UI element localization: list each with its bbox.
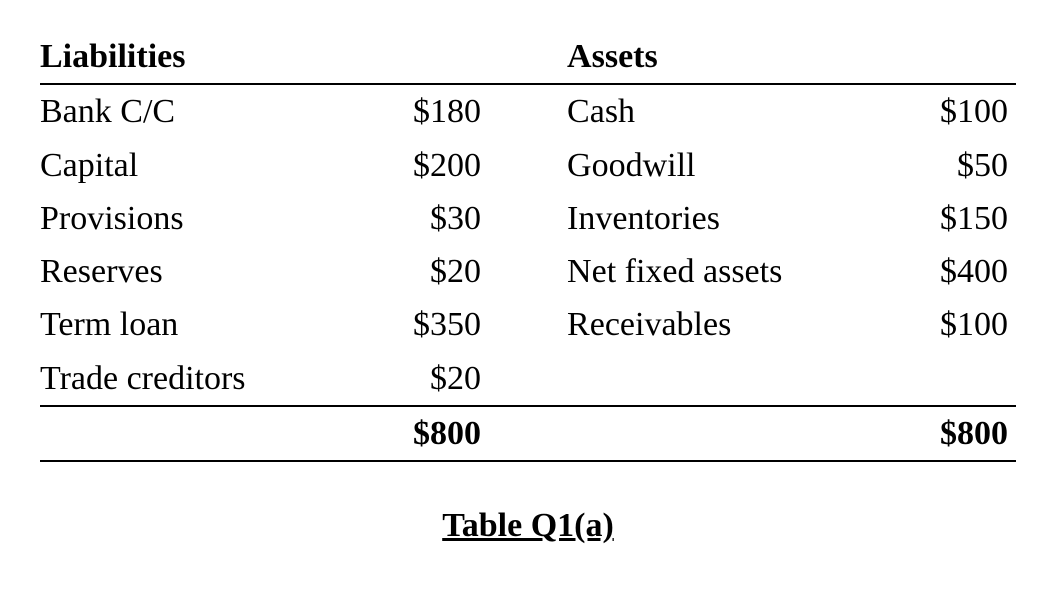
header-gap	[489, 30, 567, 84]
header-liabilities-amount	[362, 30, 489, 84]
liability-label: Capital	[40, 139, 362, 192]
table-caption: Table Q1(a)	[40, 507, 1016, 545]
liability-amount: $20	[362, 245, 489, 298]
row-gap	[489, 139, 567, 192]
asset-amount	[889, 352, 1016, 406]
asset-label: Net fixed assets	[567, 245, 889, 298]
table-row: Capital $200 Goodwill $50	[40, 139, 1016, 192]
asset-label: Goodwill	[567, 139, 889, 192]
total-assets-label	[567, 406, 889, 461]
asset-amount: $50	[889, 139, 1016, 192]
liability-amount: $350	[362, 298, 489, 351]
liability-amount: $30	[362, 192, 489, 245]
liability-label: Provisions	[40, 192, 362, 245]
liability-amount: $180	[362, 84, 489, 138]
table-row: Reserves $20 Net fixed assets $400	[40, 245, 1016, 298]
total-liabilities-amount: $800	[362, 406, 489, 461]
balance-sheet-table: Liabilities Assets Bank C/C $180 Cash $1…	[40, 30, 1016, 462]
asset-label: Receivables	[567, 298, 889, 351]
table-row: Trade creditors $20	[40, 352, 1016, 406]
liability-amount: $20	[362, 352, 489, 406]
asset-amount: $150	[889, 192, 1016, 245]
liability-label: Trade creditors	[40, 352, 362, 406]
table-header-row: Liabilities Assets	[40, 30, 1016, 84]
asset-label	[567, 352, 889, 406]
liability-label: Reserves	[40, 245, 362, 298]
liability-amount: $200	[362, 139, 489, 192]
row-gap	[489, 352, 567, 406]
table-row: Provisions $30 Inventories $150	[40, 192, 1016, 245]
row-gap	[489, 245, 567, 298]
table-body: Bank C/C $180 Cash $100 Capital $200 Goo…	[40, 84, 1016, 461]
total-liabilities-label	[40, 406, 362, 461]
liability-label: Term loan	[40, 298, 362, 351]
page: Liabilities Assets Bank C/C $180 Cash $1…	[0, 0, 1056, 600]
table-row: Term loan $350 Receivables $100	[40, 298, 1016, 351]
asset-label: Inventories	[567, 192, 889, 245]
header-assets: Assets	[567, 30, 889, 84]
row-gap	[489, 298, 567, 351]
asset-amount: $100	[889, 298, 1016, 351]
asset-label: Cash	[567, 84, 889, 138]
asset-amount: $100	[889, 84, 1016, 138]
header-assets-amount	[889, 30, 1016, 84]
row-gap	[489, 192, 567, 245]
asset-amount: $400	[889, 245, 1016, 298]
liability-label: Bank C/C	[40, 84, 362, 138]
row-gap	[489, 84, 567, 138]
table-row: Bank C/C $180 Cash $100	[40, 84, 1016, 138]
header-liabilities: Liabilities	[40, 30, 362, 84]
total-assets-amount: $800	[889, 406, 1016, 461]
totals-row: $800 $800	[40, 406, 1016, 461]
totals-gap	[489, 406, 567, 461]
